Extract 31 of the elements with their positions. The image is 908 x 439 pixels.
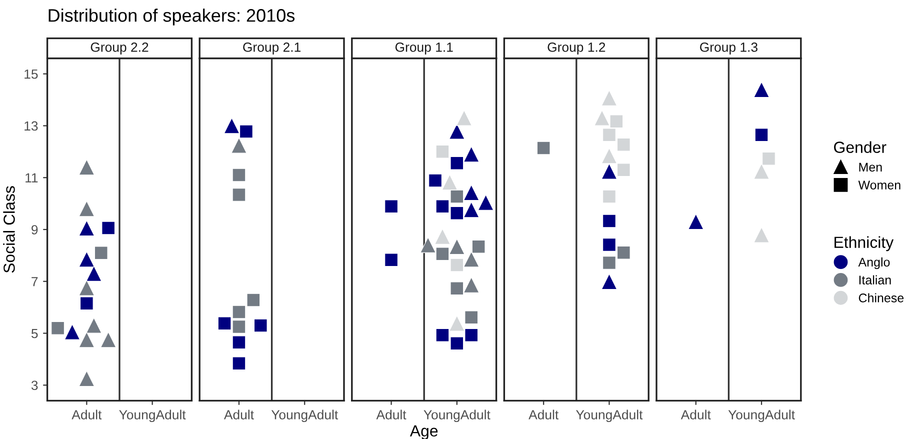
chart-subtitle: Group 1.3 (700, 42, 758, 54)
x-tick-label: YoungAdult (424, 410, 490, 422)
x-tick-label: Adult (528, 410, 559, 420)
y-tick-label: 11 (26, 173, 38, 182)
y-tick-label: 5 (31, 328, 38, 338)
y-tick-label: 3 (31, 380, 38, 390)
x-tick-label: YoungAdult (576, 410, 643, 422)
chart-subtitle: Group 2.1 (243, 42, 300, 54)
y-tick-label: 7 (32, 277, 38, 286)
x-tick-label: Adult (72, 410, 102, 420)
x-tick-label: YoungAdult (271, 410, 338, 422)
x-tick-label: Adult (224, 410, 254, 420)
text: Chinese (858, 293, 904, 302)
text: Italian (859, 275, 891, 284)
text: Gender (834, 141, 886, 153)
y-tick-label: 15 (24, 70, 38, 79)
chart-subtitle: Group 2.2 (90, 42, 148, 54)
x-tick-label: Adult (376, 410, 406, 420)
x-tick-label: YoungAdult (728, 410, 795, 422)
text: Ethnicity (834, 236, 894, 252)
text: Anglo (858, 257, 890, 270)
text: Men (859, 162, 882, 172)
y-tick-label: 13 (24, 121, 38, 131)
y-axis-title: Social Class (3, 186, 15, 273)
y-tick-label: 9 (32, 225, 38, 234)
chart-title: Distribution of speakers: 2010s (48, 8, 295, 26)
text: Women (858, 180, 900, 190)
x-tick-label: Adult (680, 410, 711, 420)
x-tick-label: YoungAdult (119, 410, 186, 422)
chart-subtitle: Group 1.1 (395, 42, 453, 54)
chart-subtitle: Group 1.2 (548, 42, 606, 54)
